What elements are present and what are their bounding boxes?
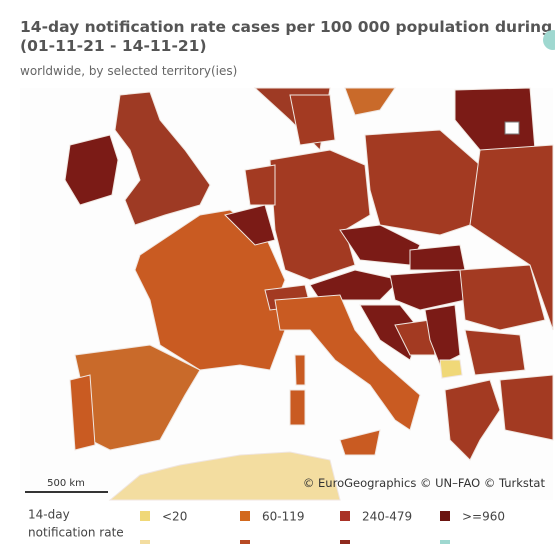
- legend-title: notification rate: [28, 526, 124, 540]
- legend-swatch-cut: [440, 540, 450, 544]
- legend-label: 240-479: [362, 510, 412, 524]
- slovakia: [409, 244, 466, 271]
- countries: [64, 87, 554, 501]
- corsica: [294, 354, 306, 386]
- legend-swatch: [440, 511, 450, 521]
- turkey: [499, 374, 554, 441]
- denmark: [289, 94, 336, 146]
- legend-swatch: [340, 511, 350, 521]
- legend-label: <20: [162, 510, 187, 524]
- legend-swatch-cut: [240, 540, 250, 544]
- legend-swatch: [140, 511, 150, 521]
- hungary: [389, 269, 466, 311]
- legend-label: >=960: [462, 510, 505, 524]
- romania: [459, 264, 546, 331]
- sardinia: [289, 389, 306, 426]
- sweden: [344, 87, 396, 116]
- attribution: © EuroGeographics © UN–FAO © Turkstat: [303, 476, 546, 490]
- germany: [269, 149, 371, 281]
- legend-swatch: [240, 511, 250, 521]
- africa: [108, 451, 341, 501]
- ukraine: [469, 144, 554, 331]
- ireland: [64, 134, 119, 206]
- legend-label: 60-119: [262, 510, 305, 524]
- subtitle: worldwide, by selected territory(ies): [20, 64, 238, 78]
- title-line: 14-day notification rate cases per 100 0…: [20, 18, 555, 36]
- legend-title: 14-day: [28, 508, 70, 522]
- uk: [114, 91, 211, 226]
- italy: [274, 294, 421, 431]
- bulgaria: [464, 329, 526, 376]
- legend-swatch-cut: [140, 540, 150, 544]
- side-button[interactable]: [543, 30, 555, 50]
- portugal: [69, 374, 96, 451]
- poland: [364, 129, 481, 236]
- sicily: [339, 429, 381, 456]
- scale-label: 500 km: [47, 478, 85, 489]
- legend-swatch-cut: [340, 540, 350, 544]
- legend: 14-day notification rate <20 60-119 240-47…: [28, 508, 505, 544]
- greece: [444, 379, 501, 461]
- kosovo: [439, 359, 463, 379]
- belgium: [224, 204, 276, 246]
- title-line: (01-11-21 - 14-11-21): [20, 37, 207, 55]
- bosnia: [394, 319, 436, 356]
- netherlands: [244, 164, 276, 206]
- home-icon[interactable]: [504, 121, 520, 135]
